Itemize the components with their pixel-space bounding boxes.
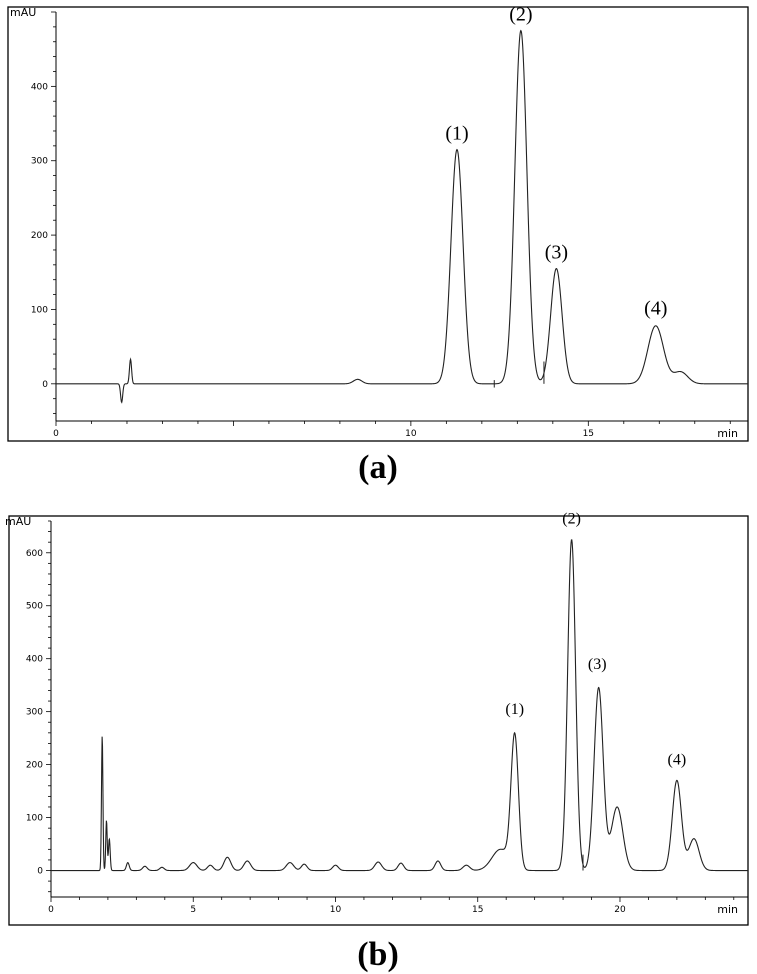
peak-label: (3) xyxy=(545,242,568,264)
chromatogram-a-svg: 01002003004000101520mAUmin(1)(2)(3)(4)(a… xyxy=(7,4,749,486)
y-tick-label: 100 xyxy=(31,305,48,315)
chart-frame xyxy=(8,515,749,926)
panel-caption: (a) xyxy=(358,449,398,486)
peak-label: (1) xyxy=(445,123,468,145)
chromatogram-panel-a: 01002003004000101520mAUmin(1)(2)(3)(4)(a… xyxy=(7,4,749,486)
x-tick-label: 0 xyxy=(53,429,59,439)
peak-label: (4) xyxy=(644,297,667,319)
y-tick-label: 400 xyxy=(26,655,43,665)
peak-label: (4) xyxy=(668,752,687,769)
y-tick-label: 0 xyxy=(37,867,43,877)
x-tick-label: 15 xyxy=(583,429,594,439)
peak-label: (2) xyxy=(562,511,581,528)
y-tick-label: 200 xyxy=(31,231,48,241)
x-tick-label: 5 xyxy=(190,905,196,915)
peak-label: (1) xyxy=(505,701,524,718)
y-tick-label: 300 xyxy=(31,157,48,167)
x-tick-label: 10 xyxy=(405,429,417,439)
y-tick-label: 100 xyxy=(26,814,43,824)
chart-frame xyxy=(7,6,749,442)
y-axis-unit-label: mAU xyxy=(5,515,31,528)
y-tick-label: 200 xyxy=(26,761,43,771)
x-axis-unit-label: min xyxy=(717,903,738,916)
peak-label: (3) xyxy=(588,656,607,673)
chromatogram-trace xyxy=(51,539,748,872)
x-axis-unit-label: min xyxy=(717,427,738,440)
chromatogram-trace xyxy=(56,29,748,404)
y-tick-label: 500 xyxy=(26,602,43,612)
x-tick-label: 0 xyxy=(48,905,54,915)
x-tick-label: 15 xyxy=(472,905,483,915)
panel-caption: (b) xyxy=(357,936,399,973)
y-tick-label: 600 xyxy=(26,549,43,559)
x-tick-label: 10 xyxy=(330,905,342,915)
y-tick-label: 0 xyxy=(42,380,48,390)
chromatogram-b-svg: 0 100 200 300 400 500 600 0 5 10 15 20 mAU min (1) (2) (… xyxy=(5,511,749,973)
peak-label: (2) xyxy=(509,4,532,26)
y-tick-label: 400 xyxy=(31,82,48,92)
y-axis-unit-label: mAU xyxy=(10,6,36,19)
chromatogram-panel-b: 0 100 200 300 400 500 600 0 5 10 15 20 mAU min (1) (2) (… xyxy=(0,505,757,974)
y-tick-label: 300 xyxy=(26,708,43,718)
x-tick-label: 20 xyxy=(614,905,626,915)
